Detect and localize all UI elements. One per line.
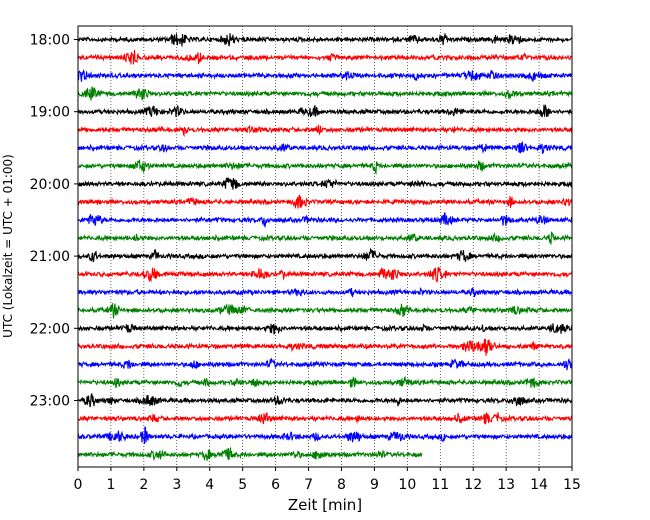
seismic-trace bbox=[77, 375, 573, 389]
seismic-trace bbox=[77, 393, 573, 408]
seismic-trace bbox=[77, 426, 573, 445]
x-axis-ticks: 0 1 2 3 4 5 6 7 8 9 10 11 12 13 14 15 bbox=[74, 467, 581, 493]
plot-frame bbox=[77, 25, 573, 468]
x-tick-label: 8 bbox=[337, 477, 346, 493]
seismic-trace bbox=[77, 86, 573, 101]
seismic-trace bbox=[77, 33, 573, 47]
y-axis-ticks: 18:00 19:00 20:00 21:00 22:00 23:00 bbox=[30, 33, 78, 410]
seismic-trace bbox=[77, 194, 573, 210]
x-tick-label: 15 bbox=[563, 477, 581, 493]
x-tick-label: 3 bbox=[172, 477, 181, 493]
seismic-trace bbox=[77, 303, 573, 319]
seismic-trace bbox=[77, 231, 573, 245]
x-tick-label: 5 bbox=[238, 477, 247, 493]
seismic-trace bbox=[77, 323, 573, 335]
seismic-trace bbox=[77, 140, 573, 154]
y-axis-label: UTC (Lokalzeit = UTC + 01:00) bbox=[1, 154, 15, 338]
x-tick-label: 4 bbox=[205, 477, 214, 493]
seismic-trace bbox=[77, 69, 573, 83]
seismic-trace bbox=[77, 49, 573, 65]
seismic-traces bbox=[77, 33, 573, 462]
y-tick-label: 18:00 bbox=[30, 33, 70, 49]
y-tick-label: 23:00 bbox=[30, 394, 70, 410]
y-tick-label: 19:00 bbox=[30, 105, 70, 121]
seismic-trace bbox=[77, 412, 573, 425]
seismic-trace bbox=[77, 338, 573, 356]
x-tick-label: 2 bbox=[139, 477, 148, 493]
x-tick-label: 6 bbox=[271, 477, 280, 493]
seismic-trace bbox=[77, 103, 573, 118]
seismic-trace bbox=[77, 357, 573, 371]
seismic-trace bbox=[77, 247, 573, 263]
seismic-trace bbox=[77, 212, 573, 229]
x-tick-label: 13 bbox=[497, 477, 515, 493]
seismic-trace bbox=[77, 266, 573, 283]
y-tick-label: 20:00 bbox=[30, 177, 70, 193]
seismic-trace bbox=[77, 159, 573, 175]
x-tick-label: 9 bbox=[370, 477, 379, 493]
seismic-trace bbox=[77, 286, 573, 298]
y-tick-label: 22:00 bbox=[30, 321, 70, 337]
seismic-trace bbox=[77, 176, 573, 190]
x-tick-label: 7 bbox=[304, 477, 313, 493]
y-tick-label: 21:00 bbox=[30, 249, 70, 265]
plot-area-background bbox=[78, 26, 572, 467]
x-tick-label: 10 bbox=[398, 477, 416, 493]
x-tick-label: 14 bbox=[530, 477, 548, 493]
seismic-trace bbox=[77, 124, 573, 138]
x-tick-label: 11 bbox=[431, 477, 449, 493]
x-tick-label: 0 bbox=[74, 477, 83, 493]
x-tick-label: 1 bbox=[106, 477, 115, 493]
x-axis-label: Zeit [min] bbox=[288, 496, 362, 514]
seismic-trace bbox=[77, 447, 423, 462]
x-tick-label: 12 bbox=[464, 477, 482, 493]
